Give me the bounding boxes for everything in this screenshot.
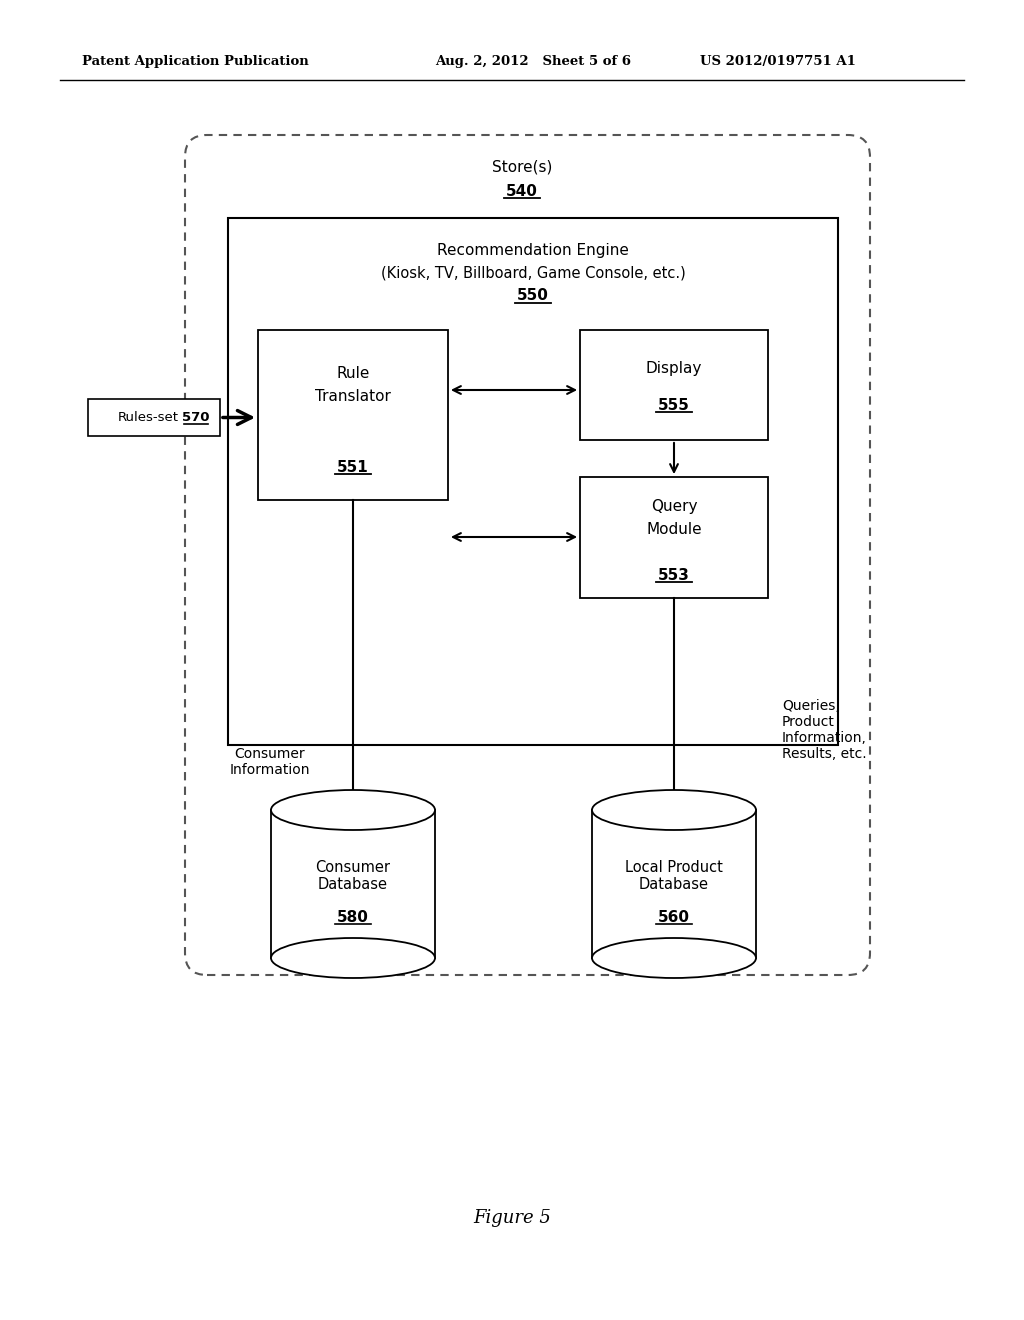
Text: Local Product
Database: Local Product Database xyxy=(625,859,723,892)
Text: 553: 553 xyxy=(658,568,690,582)
Text: Patent Application Publication: Patent Application Publication xyxy=(82,55,309,69)
Text: Consumer
Information: Consumer Information xyxy=(229,747,310,777)
Text: Consumer
Database: Consumer Database xyxy=(315,859,390,892)
Ellipse shape xyxy=(271,939,435,978)
Text: Rule
Translator: Rule Translator xyxy=(315,367,391,404)
Text: 560: 560 xyxy=(658,909,690,924)
Text: Display: Display xyxy=(646,360,702,375)
Text: Store(s): Store(s) xyxy=(492,160,552,174)
Text: Query
Module: Query Module xyxy=(646,499,701,537)
Ellipse shape xyxy=(592,939,756,978)
Bar xyxy=(271,810,435,958)
Text: Rules-set: Rules-set xyxy=(118,411,178,424)
Bar xyxy=(88,399,220,436)
Text: Recommendation Engine: Recommendation Engine xyxy=(437,243,629,257)
Bar xyxy=(592,810,756,958)
Text: 540: 540 xyxy=(506,183,538,198)
Bar xyxy=(580,477,768,598)
Text: Queries,
Product
Information,
Results, etc.: Queries, Product Information, Results, e… xyxy=(782,698,867,762)
Ellipse shape xyxy=(592,789,756,830)
Text: 570: 570 xyxy=(182,411,210,424)
Text: 551: 551 xyxy=(337,459,369,474)
Text: Figure 5: Figure 5 xyxy=(473,1209,551,1228)
Text: US 2012/0197751 A1: US 2012/0197751 A1 xyxy=(700,55,856,69)
Text: 580: 580 xyxy=(337,909,369,924)
Bar xyxy=(580,330,768,440)
FancyBboxPatch shape xyxy=(185,135,870,975)
Text: Aug. 2, 2012   Sheet 5 of 6: Aug. 2, 2012 Sheet 5 of 6 xyxy=(435,55,631,69)
Ellipse shape xyxy=(271,789,435,830)
Bar xyxy=(228,218,838,744)
Text: 550: 550 xyxy=(517,289,549,304)
Text: 555: 555 xyxy=(658,397,690,412)
Bar xyxy=(258,330,449,500)
Text: (Kiosk, TV, Billboard, Game Console, etc.): (Kiosk, TV, Billboard, Game Console, etc… xyxy=(381,265,685,281)
